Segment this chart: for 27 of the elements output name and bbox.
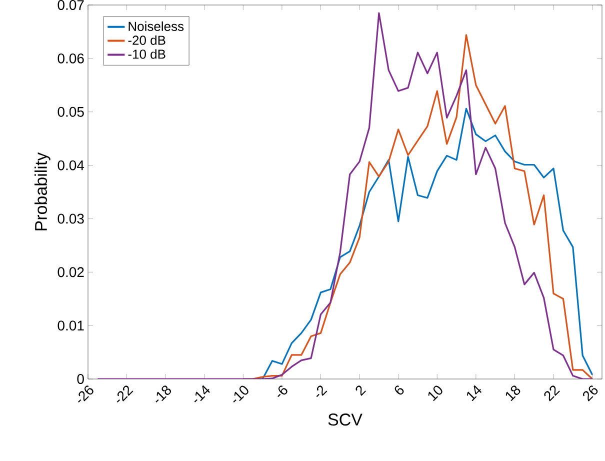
- y-tick-label: 0.01: [58, 320, 84, 331]
- x-tick-label: 22: [544, 386, 560, 402]
- x-tick-label: -26: [78, 386, 94, 403]
- x-tick-label: 18: [506, 386, 520, 402]
- legend-label: -10 dB: [128, 49, 166, 59]
- x-tick-label: 10: [428, 386, 442, 402]
- x-tick-label: -6: [278, 386, 288, 398]
- x-tick-label: 26: [582, 386, 598, 402]
- x-tick-label: 2: [356, 386, 366, 396]
- y-tick-label: 0.04: [58, 160, 84, 170]
- legend-label: -20 dB: [128, 35, 166, 45]
- x-tick-label: 14: [466, 385, 482, 402]
- y-tick-label: 0.02: [58, 267, 84, 278]
- x-tick-label: -18: [156, 386, 172, 403]
- y-tick-label: 0: [77, 374, 84, 384]
- x-tick-label: -22: [116, 386, 134, 403]
- x-axis-title: SCV: [328, 414, 362, 426]
- x-tick-label: -14: [194, 385, 210, 402]
- y-tick-label: 0.05: [58, 106, 84, 117]
- y-tick-label: 0.06: [58, 53, 84, 64]
- y-tick-label: 0.03: [58, 214, 84, 224]
- y-tick-label: 0.07: [58, 0, 84, 10]
- x-tick-label: -10: [233, 386, 248, 403]
- x-tick-label: 6: [394, 386, 404, 395]
- y-axis-title: Probability: [34, 152, 50, 230]
- legend-label: Noiseless: [128, 21, 184, 31]
- x-tick-label: -2: [316, 386, 328, 398]
